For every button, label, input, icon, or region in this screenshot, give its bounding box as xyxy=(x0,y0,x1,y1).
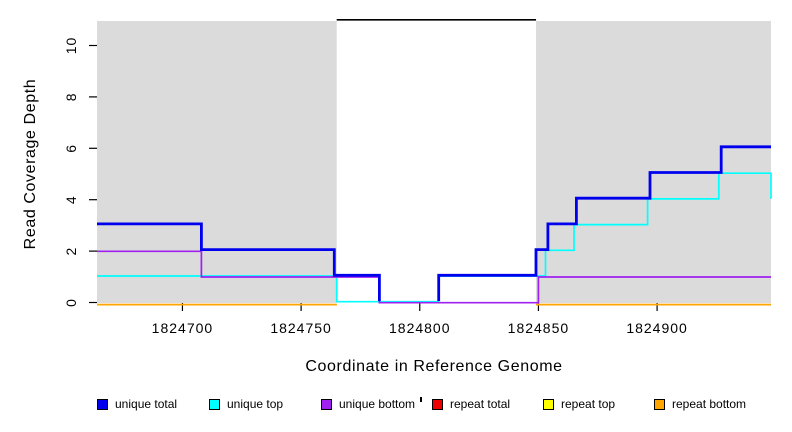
legend-item-unique-total: unique total xyxy=(97,397,177,411)
y-tick-label: 4 xyxy=(63,195,79,204)
x-axis-title: Coordinate in Reference Genome xyxy=(305,358,563,375)
legend-swatch-unique-total xyxy=(97,398,108,410)
stray-mark xyxy=(420,397,422,402)
legend-swatch-repeat-total xyxy=(432,398,443,410)
legend-swatch-repeat-bottom xyxy=(654,398,665,410)
legend-item-unique-top: unique top xyxy=(209,397,283,411)
series-unique-total xyxy=(437,145,771,301)
series-unique-total xyxy=(97,222,381,301)
legend-item-repeat-bottom: repeat bottom xyxy=(654,397,746,411)
left-gray-region xyxy=(97,21,337,303)
x-tick-label: 1824800 xyxy=(389,320,451,336)
right-gray-region xyxy=(536,21,771,303)
x-tick-label: 1824750 xyxy=(270,320,332,336)
legend-label: repeat total xyxy=(450,397,511,411)
y-axis-title: Read Coverage Depth xyxy=(22,78,39,250)
legend-swatch-unique-bottom xyxy=(321,398,332,410)
legend-label: unique bottom xyxy=(339,397,416,411)
legend-swatch-unique-top xyxy=(209,398,220,410)
legend-label: repeat top xyxy=(561,397,616,411)
x-tick-label: 1824700 xyxy=(152,320,214,336)
legend: unique total unique top unique bottom repea… xyxy=(0,395,792,417)
legend-label: repeat bottom xyxy=(672,397,747,411)
series-unique-top xyxy=(97,172,772,303)
x-tick-label: 1824900 xyxy=(626,320,688,336)
x-tick-label: 1824850 xyxy=(508,320,570,336)
y-tick-label: 10 xyxy=(63,37,79,55)
legend-item-repeat-total: repeat total xyxy=(432,397,510,411)
y-tick-label: 8 xyxy=(63,93,79,102)
legend-item-unique-bottom: unique bottom xyxy=(321,397,415,411)
legend-label: unique top xyxy=(227,397,284,411)
legend-swatch-repeat-top xyxy=(543,398,554,410)
y-tick-label: 6 xyxy=(63,144,79,153)
y-tick-label: 2 xyxy=(63,247,79,256)
legend-label: unique total xyxy=(115,397,178,411)
legend-item-repeat-top: repeat top xyxy=(543,397,615,411)
y-tick-label: 0 xyxy=(63,298,79,307)
